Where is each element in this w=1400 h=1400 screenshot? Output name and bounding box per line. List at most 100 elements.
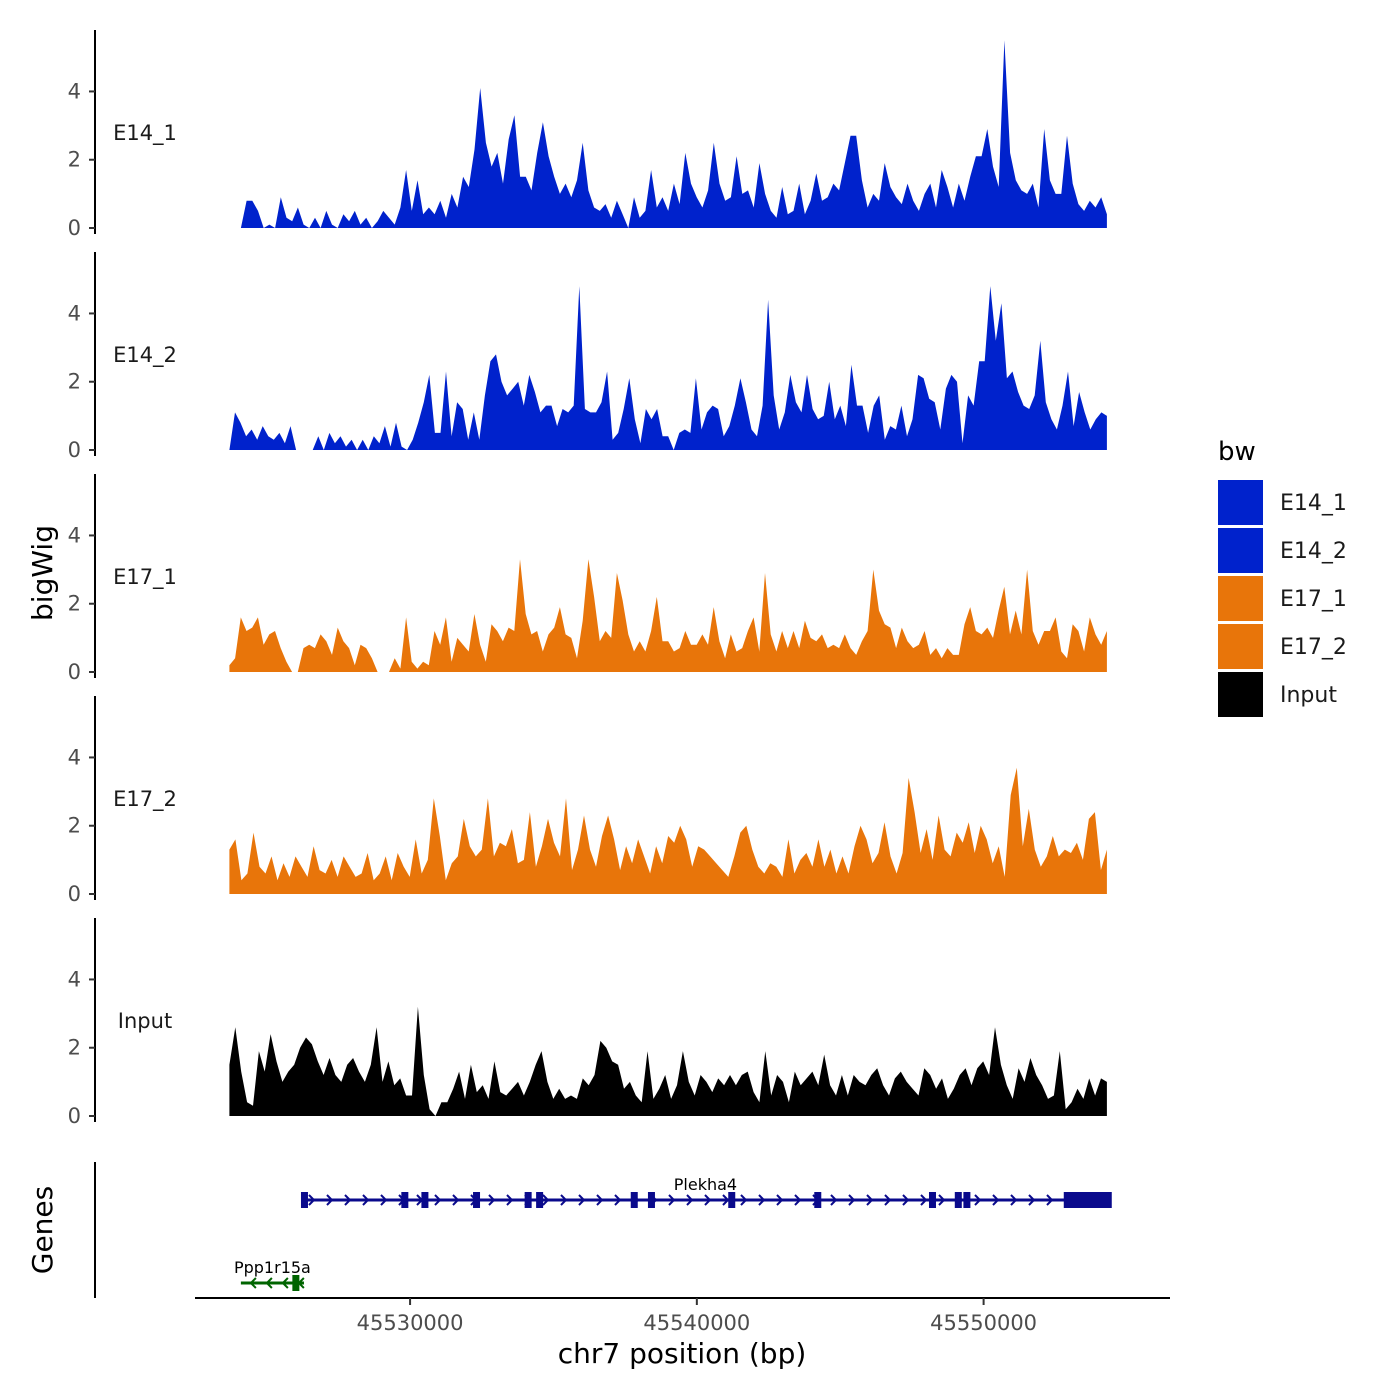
strand-chevron (884, 1194, 892, 1206)
y-tick-label: 4 (68, 745, 81, 769)
track-label: E14_1 (113, 121, 177, 146)
x-tick-label: 45540000 (643, 1311, 750, 1335)
coverage-area-e14_1 (240, 40, 1107, 229)
legend: bw E14_1 E14_2 E17_1 E17_2 Input (1218, 437, 1347, 717)
coverage-area-e17_1 (229, 559, 1107, 672)
y-tick-label: 2 (68, 814, 81, 838)
strand-chevron (758, 1194, 766, 1206)
strand-chevron (830, 1194, 838, 1206)
legend-swatch-e17_2 (1218, 624, 1263, 669)
exon (473, 1192, 481, 1208)
y-tick-label: 0 (68, 660, 81, 684)
strand-chevron (992, 1194, 1000, 1206)
y-tick-label: 0 (68, 1104, 81, 1128)
y-tick-label: 2 (68, 148, 81, 172)
strand-chevron (686, 1194, 694, 1206)
strand-chevron (722, 1194, 730, 1206)
strand-chevron (281, 1277, 289, 1289)
track-label: E17_2 (113, 787, 177, 812)
strand-chevron (902, 1194, 910, 1206)
gene-panel-title: Genes (26, 1186, 59, 1274)
exon (814, 1192, 822, 1208)
strand-chevron (326, 1194, 334, 1206)
track-label: E14_2 (113, 343, 177, 368)
coverage-area-input (229, 1006, 1107, 1116)
strand-chevron (848, 1194, 856, 1206)
y-tick-label: 4 (68, 301, 81, 325)
track-panel-e14_1: 0 2 4 E14_1 (68, 30, 1107, 240)
track-panels: 0 2 4 E14_1 0 2 4 E14_2 0 2 4 E17_1 0 2 4 E17_2 0 2 4 Input (68, 30, 1107, 1128)
y-axis-title: bigWig (26, 525, 59, 621)
strand-chevron (794, 1194, 802, 1206)
strand-chevron (920, 1194, 928, 1206)
x-tick-label: 45530000 (357, 1311, 464, 1335)
gene-name-label: Ppp1r15a (234, 1258, 311, 1277)
strand-chevron (866, 1194, 874, 1206)
strand-chevron (344, 1194, 352, 1206)
track-label: Input (118, 1009, 172, 1033)
x-tick-label: 45550000 (930, 1311, 1037, 1335)
track-panel-input: 0 2 4 Input (68, 918, 1107, 1128)
strand-chevron (740, 1194, 748, 1206)
y-tick-label: 4 (68, 967, 81, 991)
strand-chevron (560, 1194, 568, 1206)
exon (928, 1192, 936, 1208)
gene-ppp1r15a: Ppp1r15a (234, 1258, 311, 1291)
track-panel-e17_1: 0 2 4 E17_1 (68, 474, 1107, 684)
strand-chevron (488, 1194, 496, 1206)
exon (421, 1192, 429, 1208)
gene-name-label: Plekha4 (674, 1175, 737, 1194)
exon (401, 1192, 409, 1208)
legend-label: E14_2 (1280, 539, 1347, 564)
exon (647, 1192, 655, 1208)
legend-swatch-e14_2 (1218, 528, 1263, 573)
strand-chevron (542, 1194, 550, 1206)
strand-chevron (249, 1277, 257, 1289)
strand-chevron (614, 1194, 622, 1206)
strand-chevron (704, 1194, 712, 1206)
strand-chevron (974, 1194, 982, 1206)
legend-title: bw (1218, 437, 1256, 467)
legend-swatch-e14_1 (1218, 480, 1263, 525)
y-tick-label: 2 (68, 1036, 81, 1060)
exon (524, 1192, 532, 1208)
strand-chevron (776, 1194, 784, 1206)
exon (630, 1192, 638, 1208)
strand-chevron (578, 1194, 586, 1206)
strand-chevron (434, 1194, 442, 1206)
legend-label: E14_1 (1280, 491, 1347, 516)
strand-chevron (668, 1194, 676, 1206)
coverage-area-e17_2 (229, 767, 1107, 894)
coverage-area-e14_2 (229, 286, 1107, 450)
exon (300, 1192, 308, 1208)
strand-chevron (1046, 1194, 1054, 1206)
strand-chevron (362, 1194, 370, 1206)
y-tick-label: 4 (68, 523, 81, 547)
gene-plekha4: Plekha4 (300, 1175, 1112, 1208)
strand-chevron (308, 1194, 316, 1206)
strand-chevron (380, 1194, 388, 1206)
x-axis-title: chr7 position (bp) (558, 1337, 807, 1370)
exon (536, 1192, 544, 1208)
track-label: E17_1 (113, 565, 177, 590)
strand-chevron (452, 1194, 460, 1206)
exon (963, 1192, 971, 1208)
y-tick-label: 4 (68, 79, 81, 103)
legend-label: E17_1 (1280, 587, 1347, 612)
legend-swatch-e17_1 (1218, 576, 1263, 621)
strand-chevron (265, 1277, 273, 1289)
strand-chevron (1010, 1194, 1018, 1206)
y-tick-label: 0 (68, 882, 81, 906)
legend-swatch-input (1218, 672, 1263, 717)
exon (954, 1192, 962, 1208)
legend-label: E17_2 (1280, 635, 1347, 660)
y-tick-label: 2 (68, 370, 81, 394)
strand-chevron (1028, 1194, 1036, 1206)
exon (292, 1275, 300, 1291)
strand-chevron (938, 1194, 946, 1206)
strand-chevron (506, 1194, 514, 1206)
x-axis: 45530000 45540000 45550000 (195, 1297, 1170, 1335)
track-panel-e14_2: 0 2 4 E14_2 (68, 252, 1107, 462)
gene-panel: Plekha4 Ppp1r15a (94, 1162, 1112, 1298)
exon (728, 1192, 736, 1208)
